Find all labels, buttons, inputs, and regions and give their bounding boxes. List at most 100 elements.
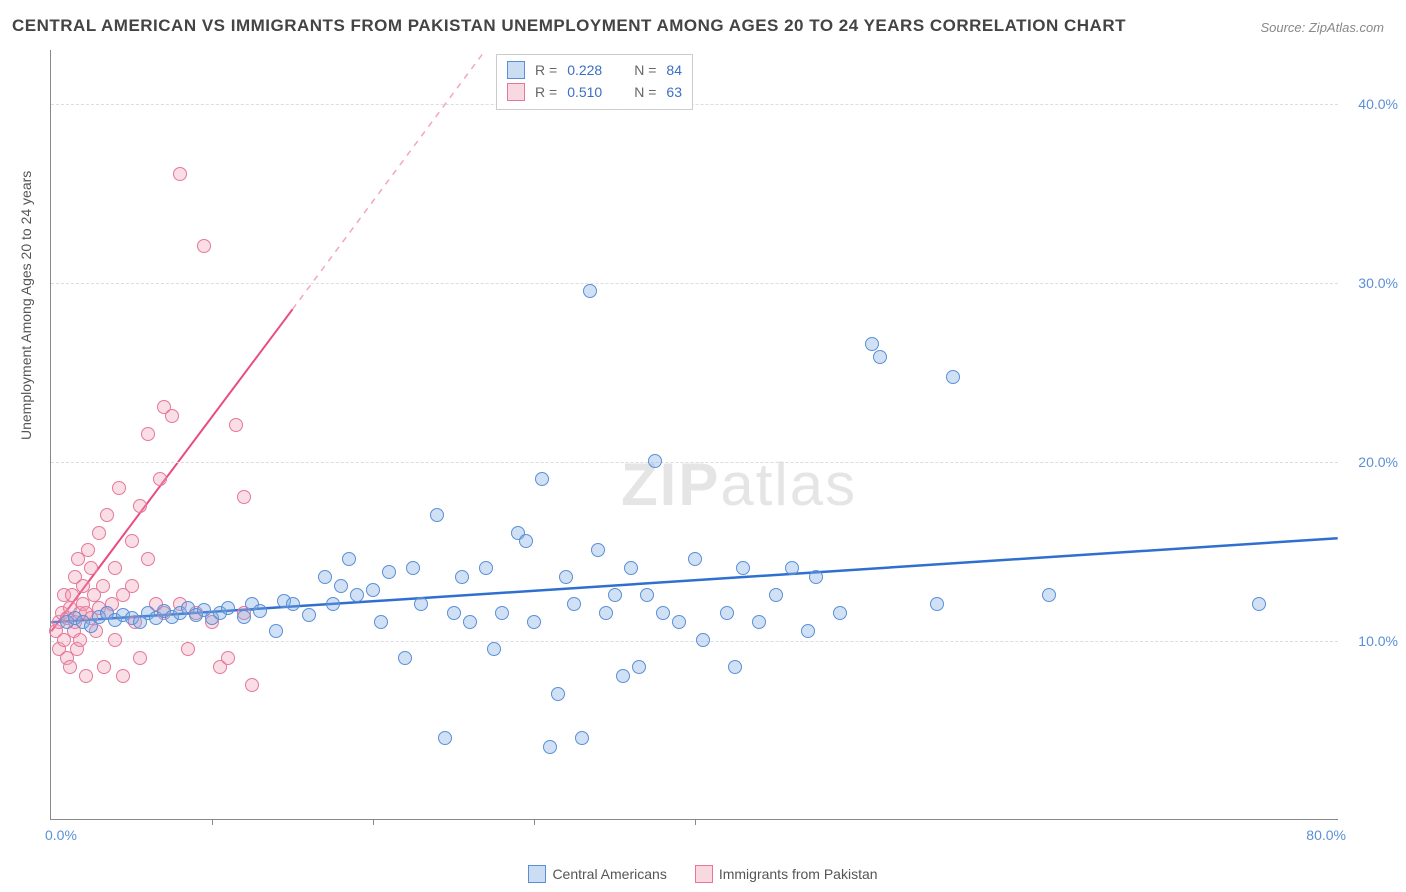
data-point — [92, 526, 106, 540]
stat-n-label: N = — [634, 84, 656, 100]
data-point — [108, 633, 122, 647]
data-point — [133, 499, 147, 513]
data-point — [197, 239, 211, 253]
data-point — [1042, 588, 1056, 602]
stat-r-value: 0.228 — [567, 62, 602, 78]
data-point — [559, 570, 573, 584]
y-tick-label: 40.0% — [1358, 96, 1398, 112]
x-tick-mark — [695, 819, 696, 825]
stat-r-label: R = — [535, 84, 557, 100]
legend-swatch — [528, 865, 546, 883]
data-point — [801, 624, 815, 638]
data-point — [96, 579, 110, 593]
data-point — [133, 651, 147, 665]
data-point — [688, 552, 702, 566]
data-point — [229, 418, 243, 432]
stat-n-value: 84 — [666, 62, 682, 78]
y-tick-label: 30.0% — [1358, 275, 1398, 291]
data-point — [366, 583, 380, 597]
data-point — [1252, 597, 1266, 611]
data-point — [153, 472, 167, 486]
data-point — [97, 660, 111, 674]
legend-swatch — [507, 61, 525, 79]
x-tick-mark — [373, 819, 374, 825]
legend-label: Central Americans — [552, 866, 666, 882]
chart-title: CENTRAL AMERICAN VS IMMIGRANTS FROM PAKI… — [12, 16, 1126, 36]
data-point — [221, 601, 235, 615]
stat-r-label: R = — [535, 62, 557, 78]
source-attribution: Source: ZipAtlas.com — [1260, 20, 1384, 35]
data-point — [108, 561, 122, 575]
data-point — [350, 588, 364, 602]
data-point — [286, 597, 300, 611]
data-point — [946, 370, 960, 384]
data-point — [245, 678, 259, 692]
data-point — [302, 608, 316, 622]
data-point — [125, 534, 139, 548]
data-point — [648, 454, 662, 468]
data-point — [125, 579, 139, 593]
data-point — [141, 427, 155, 441]
gridline — [51, 104, 1338, 105]
data-point — [81, 543, 95, 557]
y-tick-label: 20.0% — [1358, 454, 1398, 470]
data-point — [640, 588, 654, 602]
trend-line-dashed — [293, 50, 486, 309]
data-point — [334, 579, 348, 593]
data-point — [342, 552, 356, 566]
stat-r-value: 0.510 — [567, 84, 602, 100]
data-point — [221, 651, 235, 665]
data-point — [809, 570, 823, 584]
y-tick-label: 10.0% — [1358, 633, 1398, 649]
data-point — [551, 687, 565, 701]
gridline — [51, 283, 1338, 284]
data-point — [567, 597, 581, 611]
legend-swatch — [695, 865, 713, 883]
plot-area: ZIPatlas 0.0% 80.0% 10.0%20.0%30.0%40.0% — [50, 50, 1338, 820]
legend-item: Immigrants from Pakistan — [695, 865, 878, 883]
data-point — [632, 660, 646, 674]
legend-bottom: Central Americans Immigrants from Pakista… — [0, 865, 1406, 886]
data-point — [479, 561, 493, 575]
data-point — [672, 615, 686, 629]
data-point — [785, 561, 799, 575]
data-point — [535, 472, 549, 486]
data-point — [463, 615, 477, 629]
data-point — [624, 561, 638, 575]
data-point — [398, 651, 412, 665]
data-point — [769, 588, 783, 602]
data-point — [181, 642, 195, 656]
data-point — [112, 481, 126, 495]
data-point — [656, 606, 670, 620]
data-point — [447, 606, 461, 620]
data-point — [237, 610, 251, 624]
data-point — [720, 606, 734, 620]
x-tick-mark — [212, 819, 213, 825]
data-point — [752, 615, 766, 629]
data-point — [495, 606, 509, 620]
data-point — [696, 633, 710, 647]
data-point — [253, 604, 267, 618]
data-point — [173, 167, 187, 181]
trend-lines-svg — [51, 50, 1338, 819]
data-point — [519, 534, 533, 548]
data-point — [583, 284, 597, 298]
data-point — [736, 561, 750, 575]
data-point — [575, 731, 589, 745]
data-point — [930, 597, 944, 611]
data-point — [141, 552, 155, 566]
data-point — [73, 633, 87, 647]
legend-swatch — [507, 83, 525, 101]
data-point — [591, 543, 605, 557]
data-point — [487, 642, 501, 656]
data-point — [237, 490, 251, 504]
stats-legend-box: R =0.228N =84R =0.510N =63 — [496, 54, 693, 110]
data-point — [728, 660, 742, 674]
data-point — [527, 615, 541, 629]
data-point — [543, 740, 557, 754]
data-point — [414, 597, 428, 611]
legend-item: Central Americans — [528, 865, 666, 883]
data-point — [269, 624, 283, 638]
data-point — [100, 508, 114, 522]
stats-row: R =0.228N =84 — [507, 59, 682, 81]
